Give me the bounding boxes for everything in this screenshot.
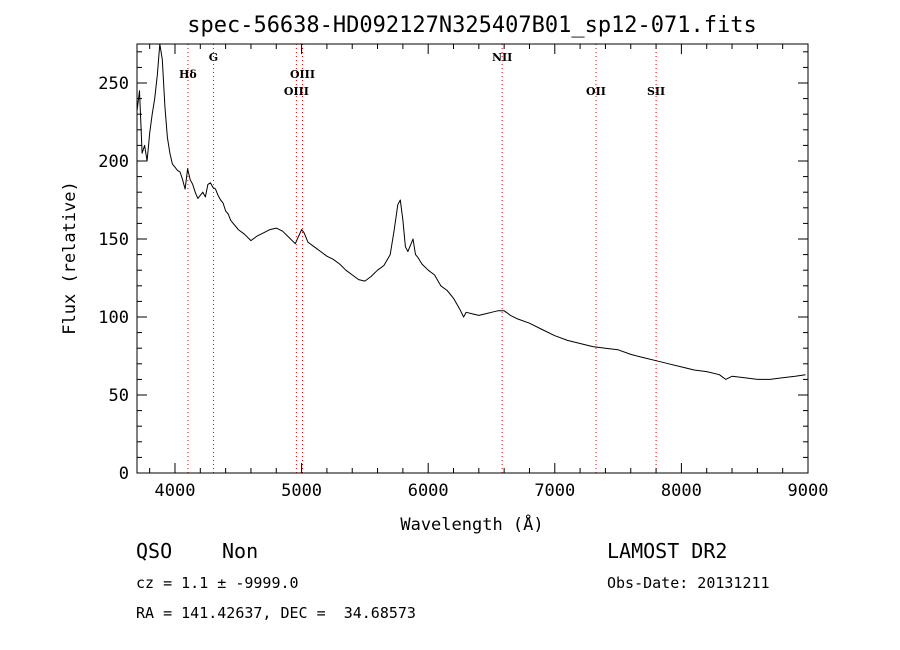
emission-line-label: OIII	[290, 68, 315, 81]
x-axis-label: Wavelength (Å)	[400, 513, 543, 535]
y-tick-label: 50	[109, 386, 129, 406]
spectrum-line	[136, 43, 806, 380]
plot-area	[136, 43, 806, 380]
y-tick-label: 100	[98, 308, 129, 328]
emission-line-markers: Hδ G OIII OIII NII OII SII	[179, 44, 665, 473]
emission-line-label: OIII	[284, 85, 309, 98]
y-tick-label: 250	[98, 74, 129, 94]
y-tick-label: 200	[98, 152, 129, 172]
obs-date: Obs-Date: 20131211	[607, 574, 770, 592]
x-tick-label: 6000	[408, 481, 449, 501]
object-subclass: Non	[222, 539, 259, 563]
y-axis-label: Flux (relative)	[60, 181, 80, 335]
y-tick-label: 150	[98, 230, 129, 250]
emission-line-label: G	[209, 51, 218, 64]
emission-line-label: SII	[647, 85, 665, 98]
emission-line-label: NII	[492, 51, 512, 64]
chart-title: spec-56638-HD092127N325407B01_sp12-071.f…	[187, 13, 757, 38]
axes: 4000 5000 6000 7000 8000 9000 0 50 100 150 200 250	[98, 43, 829, 501]
x-tick-label: 4000	[155, 481, 196, 501]
plot-frame	[136, 43, 809, 474]
x-tick-label: 9000	[788, 481, 829, 501]
emission-line-label: OII	[586, 85, 606, 98]
x-tick-label: 7000	[534, 481, 575, 501]
x-tick-label: 5000	[281, 481, 322, 501]
object-class: QSO	[136, 539, 173, 563]
redshift-info: cz = 1.1 ± -9999.0	[136, 574, 299, 592]
emission-line-label: Hδ	[179, 68, 197, 81]
coordinates: RA = 141.42637, DEC = 34.68573	[136, 604, 416, 622]
x-tick-label: 8000	[661, 481, 702, 501]
y-tick-label: 0	[119, 464, 129, 484]
survey-name: LAMOST DR2	[607, 539, 728, 563]
